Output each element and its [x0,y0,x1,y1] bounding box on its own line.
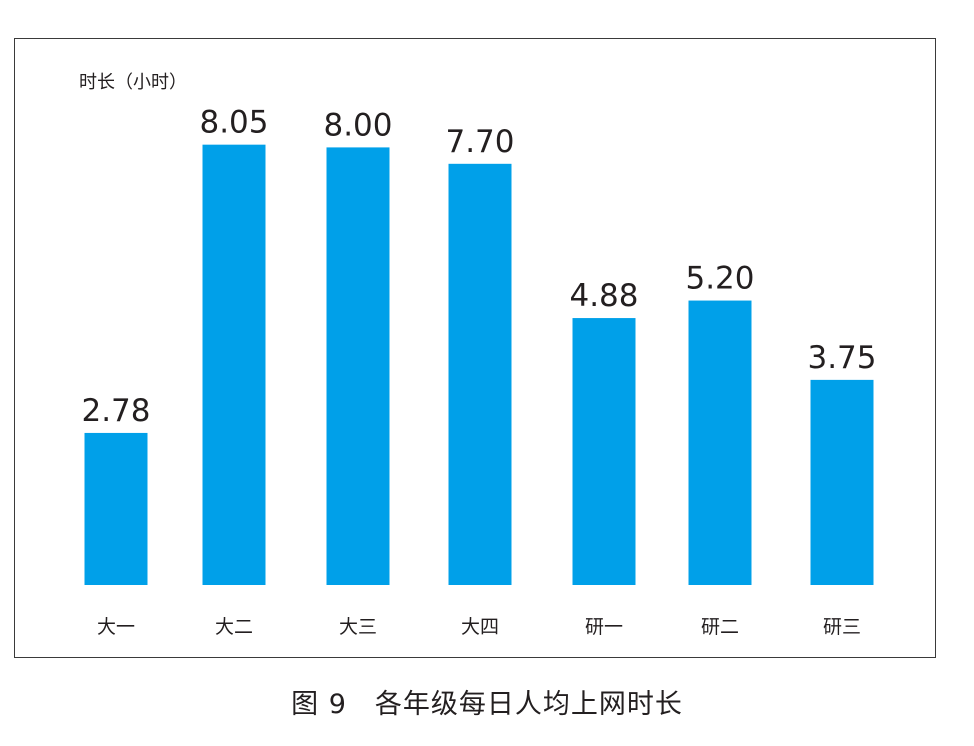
figure-caption: 图 9 各年级每日人均上网时长 [291,689,683,720]
x-tick-label-1: 大二 [215,616,253,638]
x-tick-label-3: 大四 [461,616,499,638]
bars-group [84,144,874,586]
bar-2 [326,147,390,585]
x-tick-label-5: 研二 [701,616,739,638]
bar-4 [572,318,636,585]
x-tick-labels-group: 大一 大二 大三 大四 研一 研二 研三 [97,616,861,638]
x-tick-label-6: 研三 [823,616,861,638]
value-label-5: 5.20 [685,261,754,297]
value-label-1: 8.05 [199,105,268,141]
bar-6 [810,379,874,585]
x-tick-label-0: 大一 [97,616,135,638]
value-labels-group: 2.78 8.05 8.00 7.70 4.88 5.20 3.75 [81,105,876,429]
chart-frame [14,38,936,658]
bar-1 [202,144,266,586]
x-tick-label-2: 大三 [339,616,377,638]
bar-0 [84,432,148,585]
value-label-4: 4.88 [569,278,638,314]
y-axis-label: 时长（小时） [79,72,187,93]
value-label-3: 7.70 [445,124,514,160]
x-tick-label-4: 研一 [585,616,623,638]
value-label-6: 3.75 [807,340,876,376]
value-label-2: 8.00 [323,107,392,143]
value-label-0: 2.78 [81,393,150,429]
bar-3 [448,163,512,585]
bar-5 [688,300,752,585]
